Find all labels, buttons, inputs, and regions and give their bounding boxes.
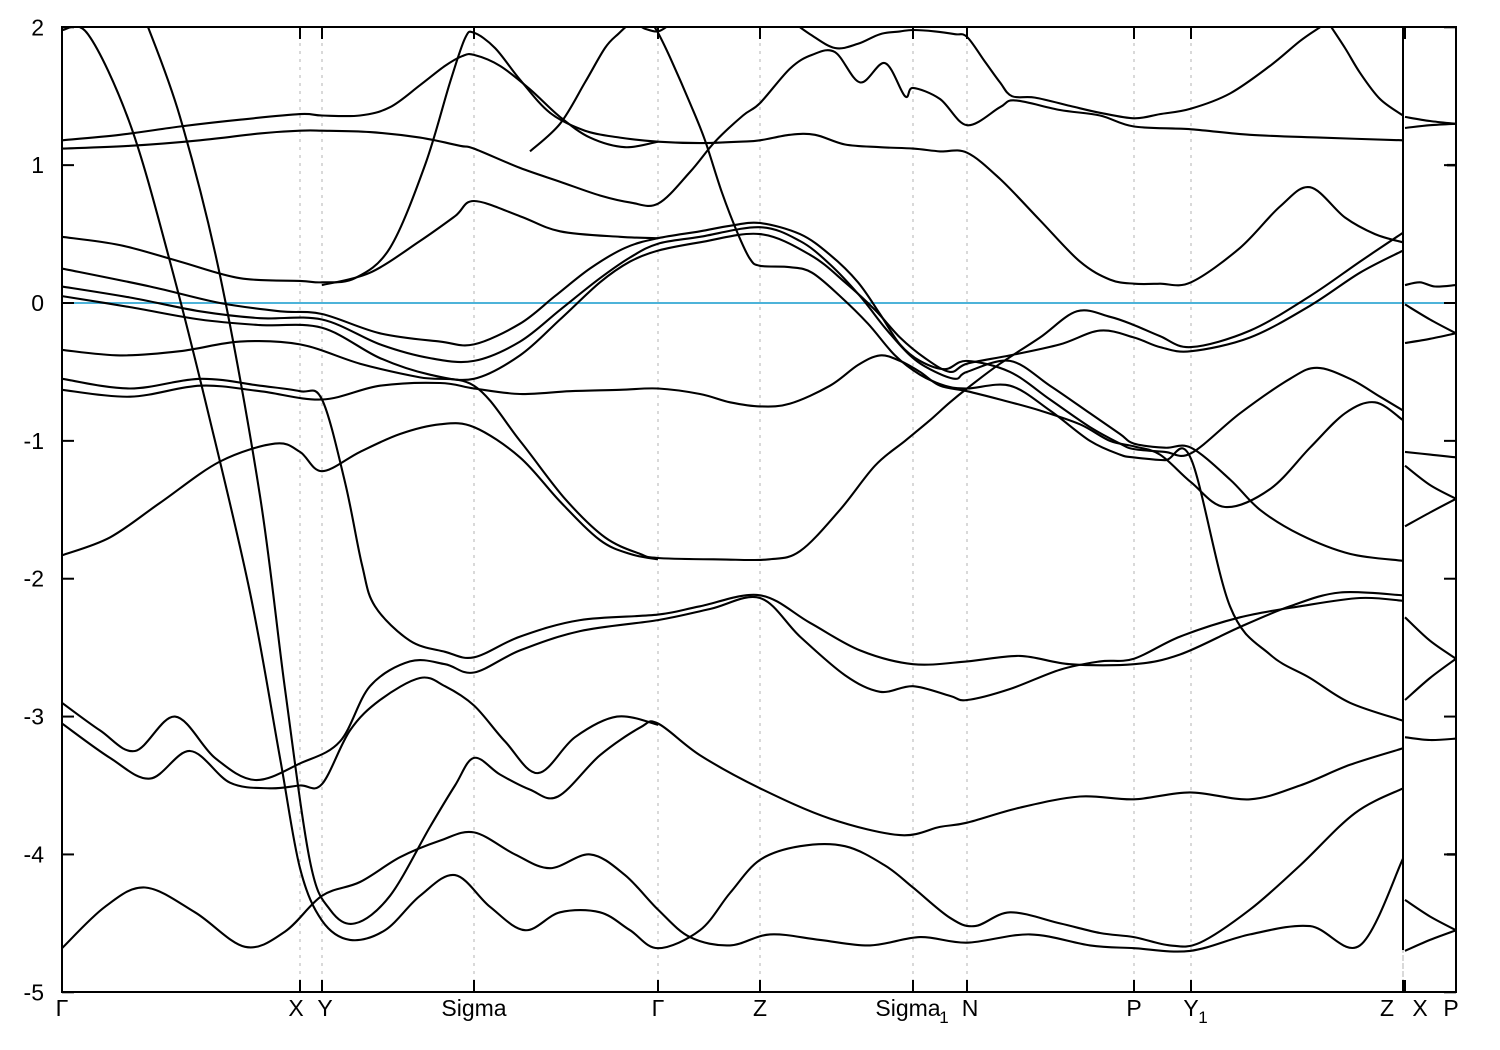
band-curve [62, 422, 659, 561]
band-curve-xp-panel [1404, 497, 1456, 528]
band-curve [62, 53, 659, 149]
kpoint-label: Sigma [875, 995, 940, 1021]
band-curve [797, 27, 1323, 120]
band-curve-xp-panel [1404, 115, 1456, 125]
band-curve [62, 377, 1403, 667]
band-curve [529, 27, 669, 153]
band-curve-xp-panel [1404, 616, 1456, 660]
band-curve-xp-panel [1404, 122, 1456, 129]
kpoint-label: P [1126, 995, 1141, 1021]
band-curve [62, 676, 659, 790]
y-axis-label: 1 [31, 152, 44, 178]
plot-border [61, 26, 1457, 993]
kpoint-label: Y [1183, 995, 1198, 1021]
band-curve [1329, 27, 1403, 117]
kpoint-label-subscript: 1 [1198, 1008, 1207, 1027]
kpoint-label: Γ [652, 995, 665, 1021]
y-axis-label: -4 [24, 841, 45, 867]
band-curve [653, 27, 1403, 722]
band-curve [62, 27, 1403, 950]
band-curve-xp-panel [1404, 657, 1456, 701]
kpoint-label: X [288, 995, 303, 1021]
band-curve [62, 232, 1403, 382]
band-curve-xp-panel [1404, 899, 1456, 932]
y-axis-label: -5 [24, 979, 44, 1005]
band-curve-xp-panel [1404, 736, 1456, 742]
kpoint-label: P [1443, 995, 1458, 1021]
band-curve-xp-panel [1404, 464, 1456, 500]
kpoint-label: N [962, 995, 979, 1021]
band-curve [321, 199, 659, 287]
y-axis-label: -2 [24, 566, 44, 592]
kpoint-label: Sigma [441, 995, 506, 1021]
band-curve-xp-panel [1404, 450, 1456, 459]
band-curve [62, 354, 1403, 509]
kpoint-label: Γ [56, 995, 69, 1021]
kpoint-label: Z [753, 995, 767, 1021]
band-curve-xp-panel [1404, 281, 1456, 288]
band-curve-xp-panel [1404, 929, 1456, 952]
band-curve-xp-panel [1404, 303, 1456, 335]
band-curve [62, 221, 1403, 457]
band-curve [62, 830, 1403, 953]
band-curve [62, 231, 1403, 562]
kpoint-label: X [1412, 995, 1427, 1021]
band-curve [62, 595, 1403, 782]
band-curve [62, 49, 1403, 207]
band-curve [62, 30, 1403, 287]
y-axis-label: -3 [24, 704, 44, 730]
kpoint-label-subscript: 1 [939, 1008, 948, 1027]
kpoint-label: Z [1380, 995, 1394, 1021]
band-curve-xp-panel [1404, 332, 1456, 345]
y-axis-label: 0 [31, 290, 44, 316]
kpoint-label: Y [317, 995, 332, 1021]
y-axis-label: -1 [24, 428, 44, 454]
band-curve [146, 27, 1403, 925]
y-axis-label: 2 [31, 14, 44, 40]
